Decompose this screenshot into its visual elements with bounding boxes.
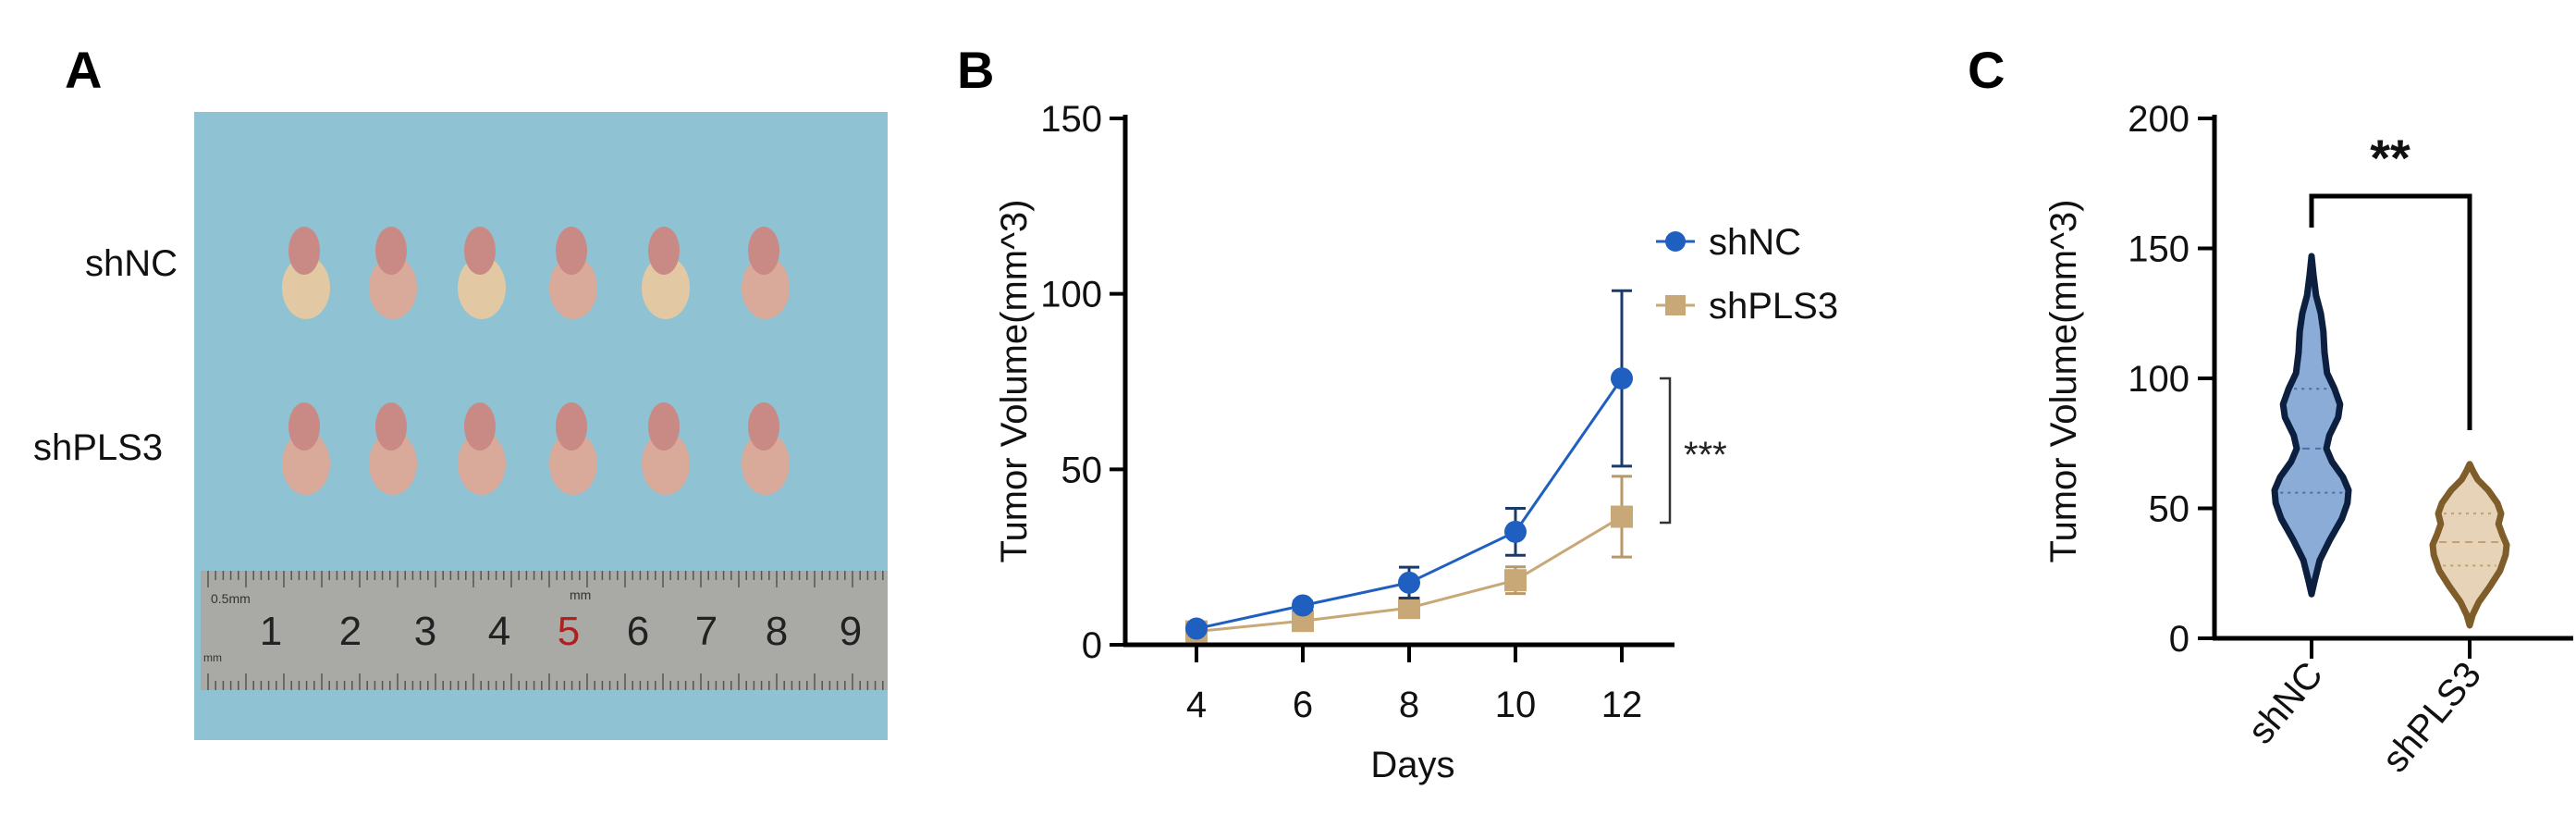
ruler-number: 6 <box>627 609 649 654</box>
tumor <box>549 227 597 319</box>
ruler-text: mm <box>570 587 591 602</box>
tumor <box>369 402 417 495</box>
data-point-shNC <box>1611 367 1633 390</box>
tumor <box>549 402 597 495</box>
ruler <box>201 571 888 690</box>
data-point-shNC <box>1292 594 1314 617</box>
panel-label-c: C <box>1968 41 2005 99</box>
ruler-number: 5 <box>558 609 580 654</box>
tumor <box>282 227 330 319</box>
tumor-head <box>648 227 680 275</box>
y-tick-label: 150 <box>1040 99 1102 140</box>
legend-label-shpls3: shPLS3 <box>1709 286 1838 327</box>
y-tick-label: 150 <box>2128 229 2190 270</box>
row-label-shnc: shNC <box>85 243 178 284</box>
y-tick-label: 100 <box>1040 275 1102 315</box>
ruler-number: 3 <box>414 609 436 654</box>
tumor-body <box>549 256 597 319</box>
ruler-text: mm <box>203 651 222 664</box>
tumor-body <box>549 432 597 495</box>
y-axis-label: Tumor Volume(mm^3) <box>994 200 1035 563</box>
tumor-photo: 0.5mm mm mm 1 2 3 4 5 6 7 8 9 <box>194 112 888 740</box>
tumor-head <box>464 402 496 451</box>
tumor-head <box>288 227 320 275</box>
panel-label-a: A <box>65 41 102 99</box>
tumor-body <box>369 256 417 319</box>
tumor <box>742 402 790 495</box>
panel-label-b: B <box>957 41 994 99</box>
tumor-body <box>742 256 790 319</box>
legend-marker-circle <box>1665 231 1686 252</box>
legend: shNC shPLS3 <box>1656 222 1838 327</box>
y-axis-label: Tumor Volume(mm^3) <box>2043 200 2084 563</box>
tumor-head <box>375 227 407 275</box>
tumor-head <box>648 402 680 451</box>
tumor <box>742 227 790 319</box>
tumor-body <box>282 432 330 495</box>
x-tick-label: shPLS3 <box>2374 655 2489 781</box>
y-tick-label: 50 <box>2149 489 2190 530</box>
tumor <box>458 402 506 495</box>
violin-shNC <box>2271 253 2352 598</box>
x-tick-label: 12 <box>1601 685 1643 725</box>
ruler-number: 9 <box>840 609 862 654</box>
tumor-body <box>282 256 330 319</box>
x-tick-label: 6 <box>1293 685 1313 725</box>
y-tick-label: 50 <box>1061 450 1103 490</box>
tumor <box>369 227 417 319</box>
tumor-head <box>464 227 496 275</box>
y-tick-label: 0 <box>1082 625 1102 666</box>
tumor-head <box>556 402 587 451</box>
tumor-head <box>288 402 320 451</box>
tumor <box>458 227 506 319</box>
y-tick-label: 100 <box>2128 359 2190 400</box>
tumor-body <box>458 256 506 319</box>
tumor <box>282 402 330 495</box>
tumor-head <box>748 227 779 275</box>
significance-bracket <box>2309 193 2472 430</box>
tumor-head <box>748 402 779 451</box>
ruler-number: 7 <box>695 609 718 654</box>
ruler-text: 0.5mm <box>211 591 251 606</box>
tumor-head <box>556 227 587 275</box>
tumor <box>642 227 690 319</box>
significance-label: ** <box>2370 129 2410 187</box>
legend-label-shnc: shNC <box>1709 222 1801 263</box>
data-point-shNC <box>1398 571 1420 594</box>
violin-chart: 0 50 100 150 200 shNC shPLS3 <box>2128 99 2573 780</box>
tumor-body <box>742 432 790 495</box>
ruler-number: 8 <box>766 609 788 654</box>
ruler-number: 2 <box>339 609 362 654</box>
x-tick-label: 4 <box>1186 685 1207 725</box>
x-tick-label: 8 <box>1399 685 1419 725</box>
y-tick-label: 0 <box>2169 619 2190 660</box>
x-tick-label: 10 <box>1495 685 1537 725</box>
tumor-body <box>642 432 690 495</box>
data-point-shNC <box>1185 617 1208 640</box>
tumor-body <box>369 432 417 495</box>
significance-bracket <box>1660 377 1672 525</box>
ruler-number: 1 <box>260 609 282 654</box>
ruler-number: 4 <box>488 609 510 654</box>
tumor-head <box>375 402 407 451</box>
data-point-shPLS3 <box>1398 597 1420 620</box>
row-label-shpls3: shPLS3 <box>33 427 163 468</box>
x-axis-label: Days <box>1370 745 1454 785</box>
legend-marker-square <box>1665 295 1686 315</box>
line-chart: 0 50 100 150 4 6 8 10 12 <box>1040 99 1674 725</box>
tumor <box>642 402 690 495</box>
tumor-body <box>458 432 506 495</box>
data-point-shPLS3 <box>1611 505 1633 528</box>
significance-label: *** <box>1684 435 1727 475</box>
x-tick-label: shNC <box>2240 655 2331 752</box>
data-point-shPLS3 <box>1504 569 1527 592</box>
data-point-shNC <box>1504 520 1527 543</box>
y-tick-label: 200 <box>2128 99 2190 140</box>
tumor-body <box>642 256 690 319</box>
violin-shPLS3 <box>2429 461 2510 629</box>
